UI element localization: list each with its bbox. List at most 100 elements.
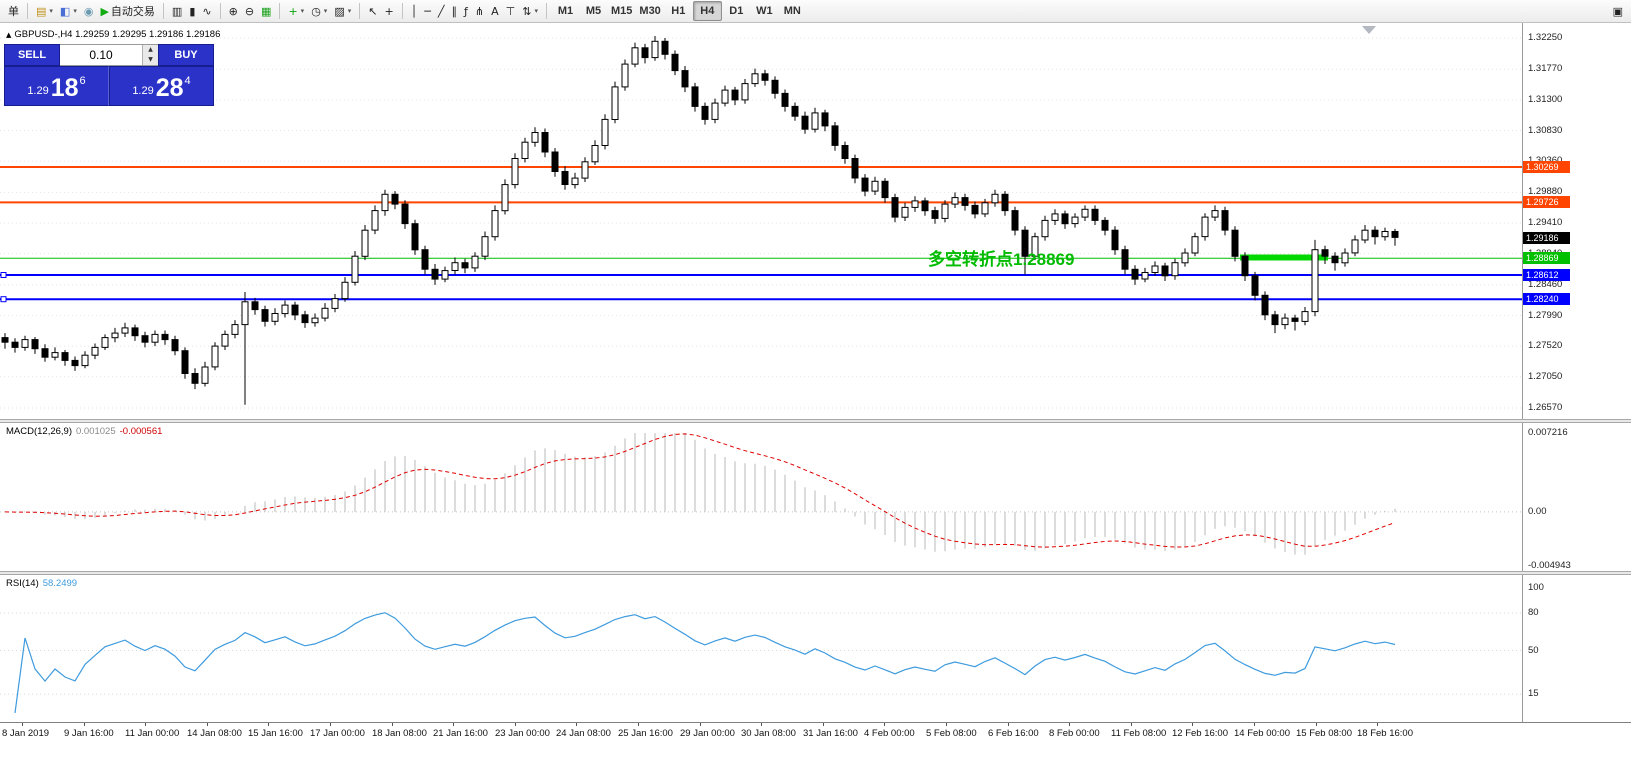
time-axis-label: 4 Feb 00:00: [864, 728, 915, 739]
timeframe-m5-button[interactable]: M5: [585, 5, 602, 17]
text-label-icon[interactable]: ⊤: [503, 2, 519, 20]
buy-button[interactable]: BUY: [158, 44, 214, 66]
text-label-icon-glyph: ⊤: [505, 4, 516, 18]
support-icon[interactable]: ◉: [81, 2, 97, 20]
vertical-line-icon[interactable]: │: [408, 2, 421, 20]
time-axis-label: 21 Jan 16:00: [433, 728, 488, 739]
time-axis-label: 14 Feb 00:00: [1234, 728, 1290, 739]
rsi-chart[interactable]: [0, 575, 1522, 722]
new-chart-icon[interactable]: ▤ ▾: [33, 2, 56, 20]
candlestick-chart-icon[interactable]: ▮: [186, 2, 198, 20]
time-axis-label: 29 Jan 00:00: [680, 728, 735, 739]
timeframe-m1-button[interactable]: M1: [557, 5, 574, 17]
timeframe-m15-button[interactable]: M15: [611, 5, 633, 17]
zoom-in-icon[interactable]: ⊕: [226, 2, 241, 20]
toolbar-separator: [27, 3, 28, 19]
tile-windows-icon[interactable]: ▦: [258, 2, 274, 20]
rsi-axis-label: 50: [1528, 645, 1539, 656]
equidistant-channel-icon[interactable]: ∥: [449, 2, 461, 20]
templates-icon[interactable]: ▨ ▾: [331, 2, 354, 20]
time-axis-label: 24 Jan 08:00: [556, 728, 611, 739]
chart-shift-marker-icon[interactable]: [1362, 26, 1376, 34]
price-chart-panel[interactable]: 1.32250 1.31770 1.31300 1.30830 1.30360 1.298…: [0, 23, 1631, 419]
symbol-ohlc-text: GBPUSD-,H4 1.29259 1.29295 1.29186 1.291…: [14, 29, 221, 40]
indicators-icon[interactable]: + ▾: [285, 2, 307, 20]
price-axis-label: 1.28460: [1528, 279, 1563, 290]
arrows-icon-glyph: ⇅: [522, 4, 532, 18]
macd-panel[interactable]: 0.007216 0.00 -0.004943 MACD(12,26,9) 0.001…: [0, 423, 1631, 571]
time-axis-tick: [946, 723, 947, 726]
andrews-pitchfork-icon[interactable]: ⋔: [472, 2, 487, 20]
price-axis[interactable]: 1.32250 1.31770 1.31300 1.30830 1.30360 1.298…: [1522, 23, 1631, 419]
timeframe-mn-button[interactable]: MN: [783, 5, 801, 17]
crosshair-icon-glyph: +: [384, 4, 394, 18]
new-window-icon[interactable]: ▣: [1610, 2, 1626, 20]
profiles-icon[interactable]: ◧ ▾: [57, 2, 80, 20]
timeframe-h1-button[interactable]: H1: [671, 5, 686, 17]
periods-icon[interactable]: ◷ ▾: [308, 2, 330, 20]
price-axis-label: 1.27520: [1528, 340, 1563, 351]
horizontal-line-icon[interactable]: ─: [421, 2, 434, 20]
periods-icon-caret[interactable]: ▾: [323, 7, 328, 15]
macd-chart[interactable]: [0, 423, 1522, 571]
trendline-icon[interactable]: ╱: [435, 2, 448, 20]
timeframe-h4-button[interactable]: H4: [692, 1, 722, 21]
rsi-axis[interactable]: 100 80 50 15: [1522, 575, 1631, 722]
lot-decrease-button[interactable]: ▼: [143, 55, 158, 65]
text-icon[interactable]: A: [488, 2, 502, 20]
lot-size-input[interactable]: [60, 45, 142, 65]
symbol-marker-icon: ▲: [6, 31, 12, 39]
zoom-out-icon[interactable]: ⊖: [242, 2, 257, 20]
line-chart-icon-glyph: ∿: [202, 4, 212, 18]
new-order-button[interactable]: 单: [8, 6, 19, 18]
lot-increase-button[interactable]: ▲: [143, 45, 158, 55]
timeframe-m30-button[interactable]: M30: [639, 5, 661, 17]
rsi-axis-label: 100: [1528, 582, 1544, 593]
macd-axis[interactable]: 0.007216 0.00 -0.004943: [1522, 423, 1631, 571]
buy-price-pip: 4: [184, 75, 191, 87]
one-click-trading-widget: SELL ▲ ▼ BUY 1.29 18 6: [4, 44, 214, 106]
support-icon-glyph: ◉: [83, 4, 94, 18]
chart-window: 1.322501.317701.313001.308301.303601.298…: [0, 23, 1631, 773]
time-axis-tick: [453, 723, 454, 726]
rsi-value: 58.2499: [42, 578, 78, 589]
candlestick-chart[interactable]: [0, 23, 1522, 419]
rsi-panel[interactable]: 100 80 50 15 RSI(14) 58.2499: [0, 575, 1631, 722]
buy-price-display[interactable]: 1.29 28 4: [109, 66, 214, 106]
line-chart-icon[interactable]: ∿: [199, 2, 214, 20]
horizontal-line-icon-glyph: ─: [424, 4, 431, 18]
timeframe-d1-button[interactable]: D1: [729, 5, 744, 17]
pivot-annotation-text[interactable]: 多空转折点1.28869: [928, 250, 1075, 269]
panel-separator[interactable]: [0, 571, 1631, 575]
time-axis[interactable]: 8 Jan 2019 9 Jan 16:00 11 Jan 00:00 14 Jan …: [0, 722, 1631, 745]
panel-separator[interactable]: [0, 419, 1631, 423]
bar-chart-icon[interactable]: ▥: [169, 2, 185, 20]
autotrading-button[interactable]: ▶ 自动交易: [100, 4, 155, 19]
time-axis-tick: [268, 723, 269, 726]
macd-axis-label: 0.007216: [1528, 427, 1568, 438]
arrows-icon[interactable]: ⇅ ▾: [519, 2, 541, 20]
fibonacci-icon[interactable]: ƒ: [461, 2, 471, 20]
arrows-icon-caret[interactable]: ▾: [534, 7, 538, 15]
time-axis-tick: [1377, 723, 1378, 726]
macd-label: MACD(12,26,9) 0.001025 -0.000561: [6, 426, 162, 437]
new-chart-icon-caret[interactable]: ▾: [49, 7, 53, 15]
macd-axis-label: 0.00: [1528, 506, 1547, 517]
macd-axis-label: -0.004943: [1528, 560, 1571, 571]
time-axis-label: 18 Jan 08:00: [372, 728, 427, 739]
cursor-icon[interactable]: ↖: [365, 2, 380, 20]
price-axis-label: 1.30830: [1528, 125, 1563, 136]
crosshair-icon[interactable]: +: [381, 2, 396, 20]
time-axis-tick: [1192, 723, 1193, 726]
sell-price-display[interactable]: 1.29 18 6: [4, 66, 109, 106]
templates-icon-caret[interactable]: ▾: [347, 7, 352, 15]
time-axis-label: 6 Feb 16:00: [988, 728, 1039, 739]
profiles-icon-caret[interactable]: ▾: [73, 7, 77, 15]
indicators-icon-caret[interactable]: ▾: [300, 7, 305, 15]
price-axis-label: 1.29410: [1528, 217, 1563, 228]
sell-button[interactable]: SELL: [4, 44, 60, 66]
support-zone-segment[interactable]: [1240, 254, 1328, 261]
sell-price-prefix: 1.29: [27, 85, 49, 97]
timeframe-w1-button[interactable]: W1: [756, 5, 773, 17]
tile-windows-icon-glyph: ▦: [261, 4, 272, 18]
